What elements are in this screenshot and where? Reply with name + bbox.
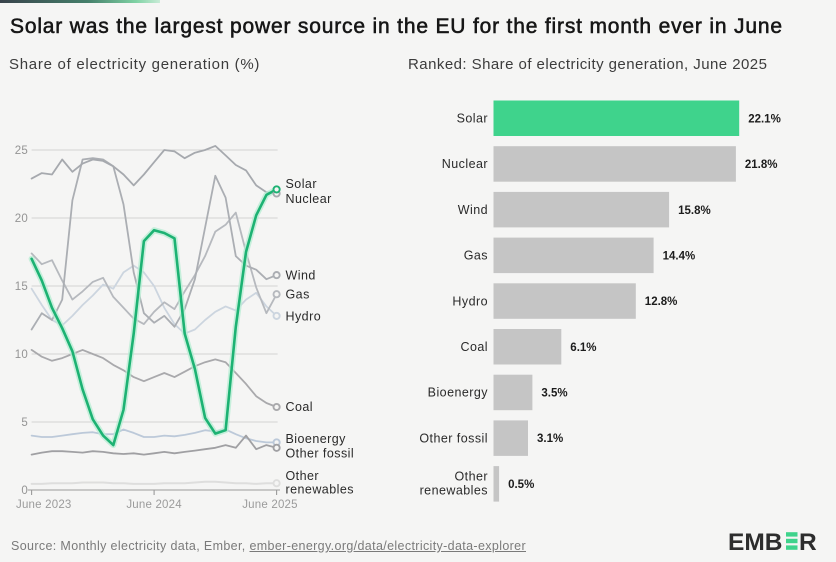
svg-text:0.5%: 0.5% [508, 479, 534, 491]
svg-text:Gas: Gas [464, 249, 488, 263]
svg-text:Coal: Coal [286, 400, 314, 414]
svg-text:12.8%: 12.8% [645, 296, 678, 308]
svg-text:Other: Other [454, 470, 488, 484]
svg-text:Bioenergy: Bioenergy [428, 386, 489, 400]
svg-text:3.1%: 3.1% [537, 433, 563, 445]
svg-text:Solar: Solar [457, 112, 488, 126]
svg-text:10: 10 [15, 349, 28, 361]
svg-text:EMB: EMB [728, 530, 782, 552]
svg-text:Wind: Wind [458, 203, 488, 217]
svg-text:renewables: renewables [420, 484, 488, 498]
svg-text:Bioenergy: Bioenergy [286, 432, 347, 446]
svg-text:Other: Other [286, 469, 320, 483]
svg-text:Wind: Wind [286, 269, 316, 283]
svg-text:25: 25 [15, 145, 28, 157]
svg-text:21.8%: 21.8% [745, 159, 778, 171]
svg-text:Hydro: Hydro [452, 294, 488, 308]
svg-text:Other fossil: Other fossil [419, 431, 488, 445]
svg-text:15: 15 [15, 281, 28, 293]
svg-text:Other fossil: Other fossil [286, 446, 355, 460]
svg-text:0: 0 [21, 485, 28, 497]
svg-text:June 2024: June 2024 [126, 499, 182, 511]
svg-text:5: 5 [21, 417, 28, 429]
svg-text:June 2023: June 2023 [16, 499, 72, 511]
svg-text:6.1%: 6.1% [570, 342, 596, 354]
svg-text:Hydro: Hydro [286, 310, 322, 324]
svg-text:R: R [799, 530, 817, 552]
svg-text:3.5%: 3.5% [541, 388, 567, 400]
svg-text:15.8%: 15.8% [678, 205, 711, 217]
svg-text:Nuclear: Nuclear [442, 157, 488, 171]
svg-text:Gas: Gas [286, 287, 310, 301]
svg-text:Solar: Solar [286, 177, 317, 191]
svg-text:Nuclear: Nuclear [286, 192, 332, 206]
svg-text:June 2025: June 2025 [242, 499, 298, 511]
svg-text:14.4%: 14.4% [663, 250, 696, 262]
svg-text:Coal: Coal [460, 340, 488, 354]
svg-text:renewables: renewables [286, 482, 354, 496]
svg-text:22.1%: 22.1% [748, 113, 781, 125]
svg-text:20: 20 [15, 213, 28, 225]
